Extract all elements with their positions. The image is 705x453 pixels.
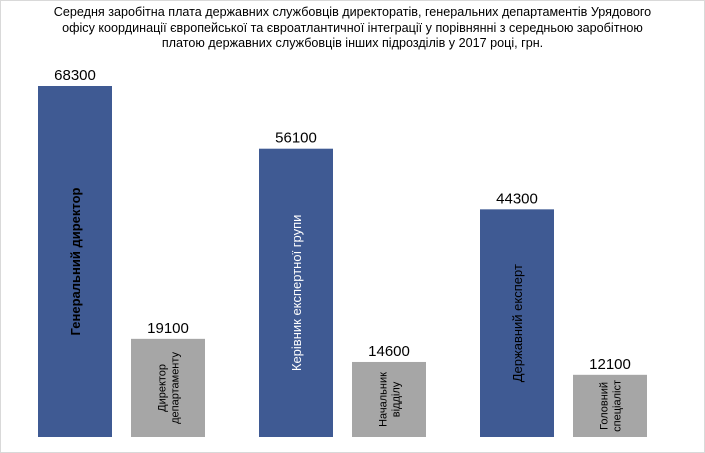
value-label-3-1: 44300	[496, 190, 538, 207]
value-label-1-1: 68300	[54, 67, 96, 84]
bar-3-1	[480, 209, 554, 437]
category-label-3-2: Головнийспеціаліст	[599, 380, 624, 432]
bar-3-2	[573, 374, 647, 437]
chart-title-line-3: платою державних службовців інших підроз…	[161, 36, 544, 50]
value-label-2-1: 56100	[275, 130, 317, 147]
bar-1-1	[38, 86, 112, 437]
value-label-1-2: 19100	[147, 320, 189, 337]
bar-2-2	[352, 361, 426, 437]
chart-title-line-1: Середня заробітна плата державних службо…	[53, 5, 652, 19]
category-label-1-2: Директордепартаменту	[157, 351, 182, 423]
chart-title-line-2: офісу координації європейської та євроат…	[62, 20, 643, 35]
category-label-3-1: Державний експерт	[510, 264, 525, 382]
category-label-1-1: Генеральний директор	[68, 187, 83, 335]
bar-2-1	[259, 148, 333, 437]
value-label-2-2: 14600	[368, 343, 410, 360]
bar-1-2	[131, 338, 205, 437]
category-label-2-1: Керівник експертної групи	[289, 215, 304, 372]
category-label-2-2: Начальниквідділу	[378, 372, 403, 427]
value-label-3-2: 12100	[589, 356, 631, 373]
chart-title: Середня заробітна плата державних службо…	[6, 5, 699, 52]
